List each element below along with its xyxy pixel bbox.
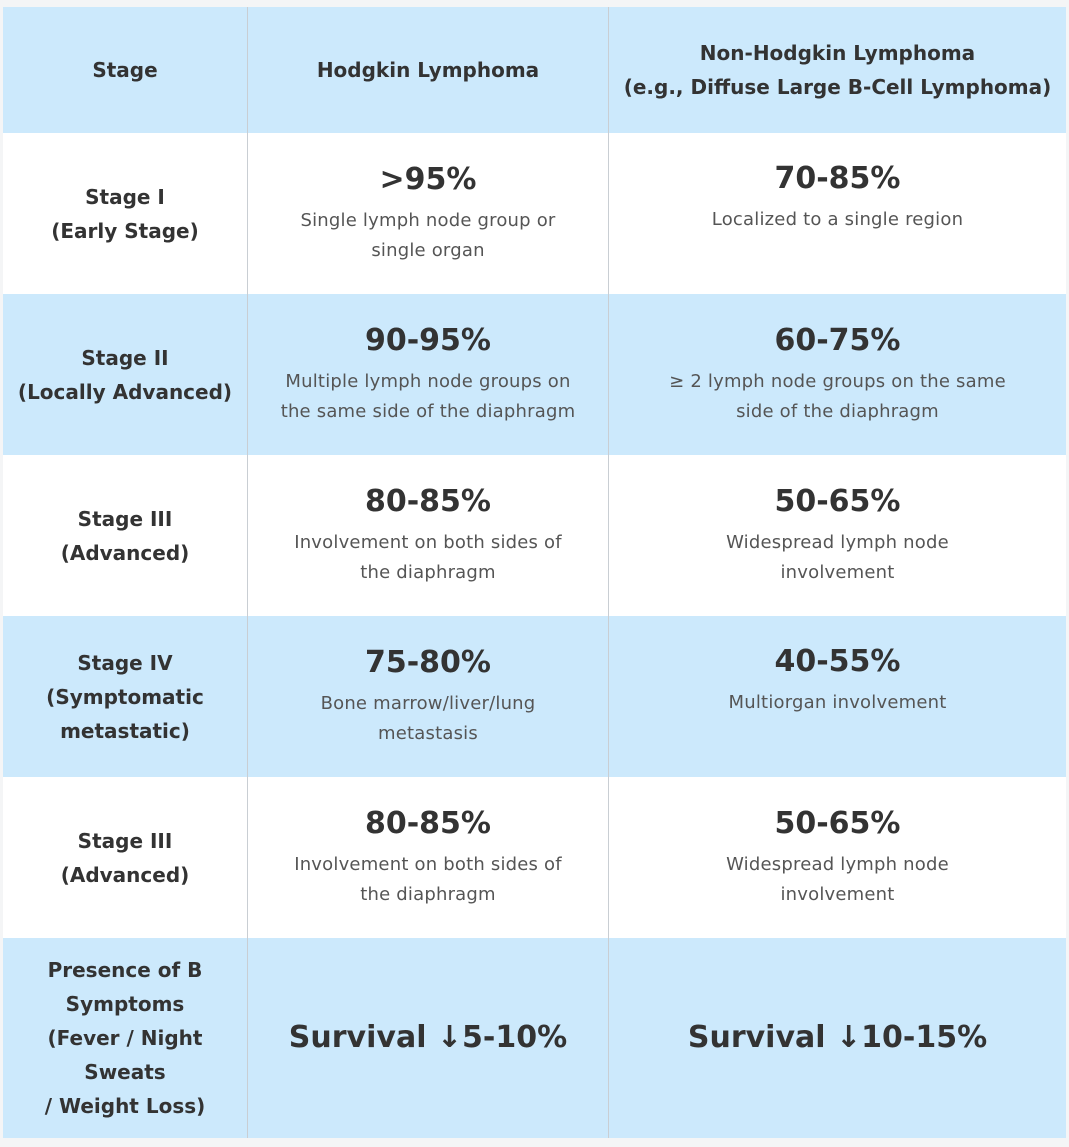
nhl-survival-rate: 40-55% <box>774 644 901 679</box>
b-symptoms-hodgkin-cell: Survival ↓5-10% <box>248 938 609 1138</box>
stage-name: Stage III <box>77 506 173 531</box>
hodgkin-cell: 80-85% Involvement on both sides of the … <box>248 777 609 938</box>
b-symptoms-label: Symptoms <box>65 992 185 1016</box>
hodgkin-survival-rate: 80-85% <box>364 805 491 841</box>
stage-cell: Stage III (Advanced) <box>3 455 248 616</box>
hodgkin-description: Involvement on both sides of <box>294 853 562 875</box>
nhl-description: involvement <box>780 883 895 905</box>
nhl-cell: 60-75% ≥ 2 lymph node groups on the same… <box>609 294 1066 455</box>
header-non-hodgkin-cell: Non-Hodgkin Lymphoma (e.g., Diffuse Larg… <box>609 7 1066 133</box>
stage-name: Stage II <box>81 345 169 370</box>
header-stage: Stage <box>92 58 158 82</box>
b-symptoms-nhl-cell: Survival ↓10-15% <box>609 938 1066 1138</box>
stage-cell: Stage II (Locally Advanced) <box>3 294 248 455</box>
nhl-cell: 50-65% Widespread lymph node involvement <box>609 455 1066 616</box>
hodgkin-description: Bone marrow/liver/lung <box>320 692 536 714</box>
stage-name: Stage III <box>77 828 173 853</box>
hodgkin-description: the same side of the diaphragm <box>280 400 576 422</box>
stage-subtitle: metastatic) <box>60 718 190 743</box>
survival-rate-table: Stage Hodgkin Lymphoma Non-Hodgkin Lymph… <box>3 7 1066 1139</box>
stage-cell: Stage III (Advanced) <box>3 777 248 938</box>
stage-subtitle: (Advanced) <box>60 540 190 565</box>
nhl-description: Widespread lymph node <box>726 531 949 553</box>
b-symptoms-label: (Fever / Night Sweats <box>47 1026 203 1084</box>
b-symptoms-nhl-survival: Survival ↓10-15% <box>687 1020 988 1055</box>
hodgkin-description: single organ <box>371 239 485 261</box>
header-hodgkin-cell: Hodgkin Lymphoma <box>248 7 609 133</box>
hodgkin-survival-rate: 75-80% <box>364 644 491 680</box>
hodgkin-description: metastasis <box>378 722 478 744</box>
nhl-description: Widespread lymph node <box>726 853 949 875</box>
hodgkin-description: Involvement on both sides of <box>294 531 562 553</box>
b-symptoms-label: / Weight Loss) <box>44 1094 206 1118</box>
header-non-hodgkin-subtitle: (e.g., Diffuse Large B-Cell Lymphoma) <box>623 75 1052 99</box>
hodgkin-cell: 80-85% Involvement on both sides of the … <box>248 455 609 616</box>
hodgkin-survival-rate: 90-95% <box>364 322 491 358</box>
stage-subtitle: (Early Stage) <box>51 218 199 243</box>
nhl-description: side of the diaphragm <box>736 400 939 422</box>
hodgkin-survival-rate: >95% <box>379 161 477 197</box>
stage-subtitle: (Symptomatic <box>46 684 204 709</box>
header-stage-cell: Stage <box>3 7 248 133</box>
nhl-description: Multiorgan involvement <box>728 692 947 713</box>
stage-cell: Stage IV (Symptomatic metastatic) <box>3 616 248 777</box>
hodgkin-survival-rate: 80-85% <box>364 483 491 519</box>
b-symptoms-label: Presence of B <box>47 958 203 982</box>
hodgkin-cell: 90-95% Multiple lymph node groups on the… <box>248 294 609 455</box>
nhl-description: ≥ 2 lymph node groups on the same <box>669 370 1006 392</box>
nhl-cell: 50-65% Widespread lymph node involvement <box>609 777 1066 938</box>
stage-subtitle: (Locally Advanced) <box>17 379 233 404</box>
nhl-survival-rate: 50-65% <box>774 483 901 519</box>
header-hodgkin: Hodgkin Lymphoma <box>316 58 540 82</box>
nhl-survival-rate: 50-65% <box>774 805 901 841</box>
stage-name: Stage I <box>85 184 165 209</box>
nhl-description: involvement <box>780 561 895 583</box>
hodgkin-description: Multiple lymph node groups on <box>285 370 571 392</box>
nhl-cell: 40-55% Multiorgan involvement <box>609 616 1066 777</box>
nhl-cell: 70-85% Localized to a single region <box>609 133 1066 294</box>
nhl-survival-rate: 70-85% <box>774 161 901 196</box>
b-symptoms-hodgkin-survival: Survival ↓5-10% <box>288 1020 568 1055</box>
nhl-survival-rate: 60-75% <box>774 322 901 358</box>
stage-name: Stage IV <box>77 650 173 675</box>
stage-subtitle: (Advanced) <box>60 862 190 887</box>
header-non-hodgkin-title: Non-Hodgkin Lymphoma <box>699 41 976 65</box>
stage-cell: Stage I (Early Stage) <box>3 133 248 294</box>
hodgkin-description: the diaphragm <box>360 883 496 905</box>
hodgkin-description: the diaphragm <box>360 561 496 583</box>
nhl-description: Localized to a single region <box>711 209 964 230</box>
hodgkin-cell: >95% Single lymph node group or single o… <box>248 133 609 294</box>
hodgkin-cell: 75-80% Bone marrow/liver/lung metastasis <box>248 616 609 777</box>
b-symptoms-label-cell: Presence of B Symptoms (Fever / Night Sw… <box>3 938 248 1138</box>
hodgkin-description: Single lymph node group or <box>300 209 556 231</box>
